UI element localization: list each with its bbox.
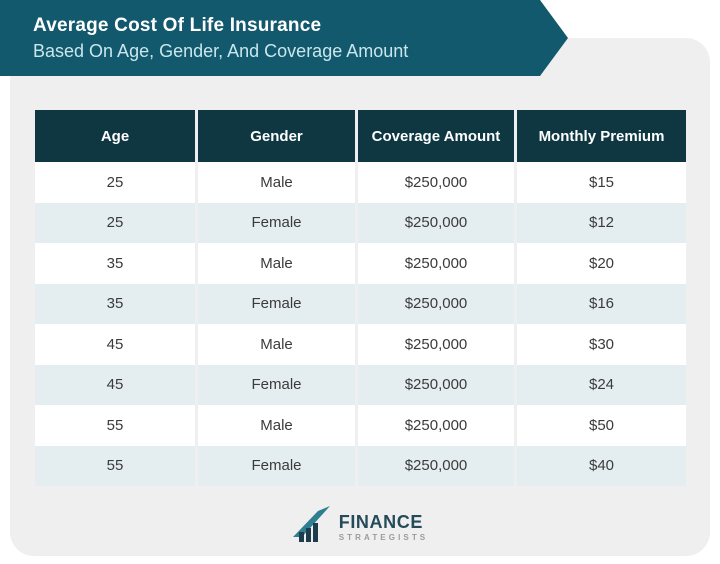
bar-chart-swoosh-icon xyxy=(292,506,332,549)
table-row: 25 Male $250,000 $15 xyxy=(35,162,686,203)
premium-table: Age Gender Coverage Amount Monthly Premi… xyxy=(35,110,686,486)
col-header-coverage: Coverage Amount xyxy=(358,110,514,162)
table-cell: $250,000 xyxy=(358,283,514,324)
title-banner: Average Cost Of Life Insurance Based On … xyxy=(0,0,568,76)
finance-strategists-logo: FINANCE STRATEGISTS xyxy=(0,506,720,549)
table-cell: $250,000 xyxy=(358,202,514,243)
table-row: 35 Female $250,000 $16 xyxy=(35,283,686,324)
col-header-age: Age xyxy=(35,110,195,162)
table-header-row: Age Gender Coverage Amount Monthly Premi… xyxy=(35,110,686,162)
table-cell: $24 xyxy=(517,364,686,405)
table-cell: 55 xyxy=(35,445,195,486)
table-cell: 35 xyxy=(35,243,195,284)
page-title: Average Cost Of Life Insurance xyxy=(33,14,322,36)
table-cell: Male xyxy=(198,162,355,203)
table-cell: Female xyxy=(198,364,355,405)
page-subtitle: Based On Age, Gender, And Coverage Amoun… xyxy=(33,40,409,61)
table-cell: 55 xyxy=(35,405,195,446)
table-row: 35 Male $250,000 $20 xyxy=(35,243,686,284)
logo-text: FINANCE STRATEGISTS xyxy=(339,513,429,542)
table-body: 25 Male $250,000 $15 25 Female $250,000 $12 35 Ma… xyxy=(35,162,686,486)
table-cell: Male xyxy=(198,405,355,446)
table-cell: 25 xyxy=(35,162,195,203)
table-cell: Female xyxy=(198,445,355,486)
table-cell: $250,000 xyxy=(358,364,514,405)
table-row: 45 Female $250,000 $24 xyxy=(35,364,686,405)
table-cell: $40 xyxy=(517,445,686,486)
table-cell: $20 xyxy=(517,243,686,284)
table-cell: 35 xyxy=(35,283,195,324)
table-cell: $50 xyxy=(517,405,686,446)
table-cell: Male xyxy=(198,243,355,284)
table-cell: 45 xyxy=(35,364,195,405)
logo-name: FINANCE xyxy=(338,512,423,532)
table-cell: 25 xyxy=(35,202,195,243)
table-cell: Female xyxy=(198,202,355,243)
table-row: 55 Male $250,000 $50 xyxy=(35,405,686,446)
table-cell: Female xyxy=(198,283,355,324)
table-cell: $12 xyxy=(517,202,686,243)
table-cell: $250,000 xyxy=(358,324,514,365)
table-cell: 45 xyxy=(35,324,195,365)
table-row: 45 Male $250,000 $30 xyxy=(35,324,686,365)
table-cell: $15 xyxy=(517,162,686,203)
logo-subname: STRATEGISTS xyxy=(338,533,429,542)
table-cell: $250,000 xyxy=(358,445,514,486)
table-row: 25 Female $250,000 $12 xyxy=(35,202,686,243)
table-cell: $250,000 xyxy=(358,162,514,203)
table-cell: $250,000 xyxy=(358,243,514,284)
table-row: 55 Female $250,000 $40 xyxy=(35,445,686,486)
col-header-premium: Monthly Premium xyxy=(517,110,686,162)
table-cell: $30 xyxy=(517,324,686,365)
table-cell: $16 xyxy=(517,283,686,324)
table-cell: $250,000 xyxy=(358,405,514,446)
col-header-gender: Gender xyxy=(198,110,355,162)
table-cell: Male xyxy=(198,324,355,365)
